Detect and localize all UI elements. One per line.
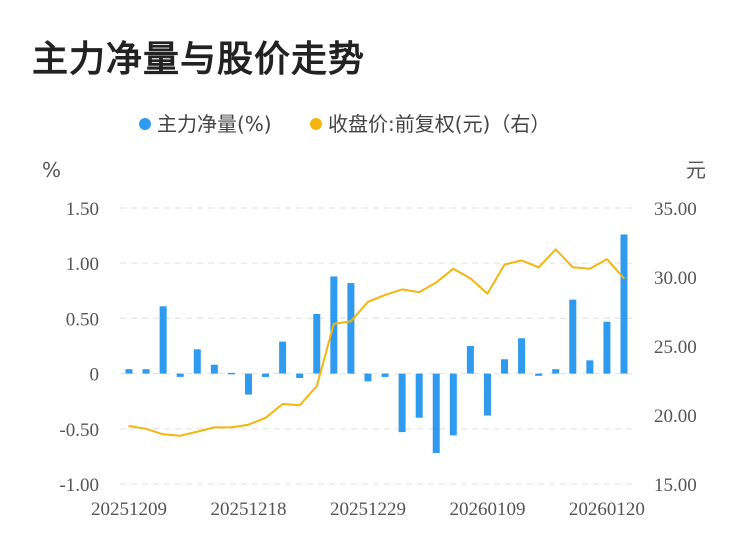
net-volume-bar xyxy=(518,338,526,374)
close-price-point xyxy=(213,426,216,429)
legend-label-close-price: 收盘价:前复权(元)（右） xyxy=(328,112,550,136)
right-tick-label: 25.00 xyxy=(654,337,697,358)
net-volume-bar xyxy=(586,360,594,374)
left-axis-ticks: 1.50 1.00 0.50 0 -0.50 -1.00 xyxy=(59,199,99,496)
net-volume-bar xyxy=(364,373,372,382)
close-price-point xyxy=(435,281,438,284)
legend-marker-close-price xyxy=(310,118,322,130)
net-volume-bar xyxy=(466,346,474,374)
close-price-point xyxy=(520,259,523,262)
right-axis-ticks: 35.00 30.00 25.00 20.00 15.00 xyxy=(654,199,697,496)
legend-marker-net-volume xyxy=(139,118,151,130)
net-volume-bar xyxy=(176,373,184,377)
net-volume-bar xyxy=(227,372,235,375)
net-volume-bar xyxy=(313,313,321,374)
net-volume-bar xyxy=(381,373,389,377)
close-price-point xyxy=(401,288,403,291)
net-volume-bar xyxy=(244,373,252,395)
net-volume-bar xyxy=(262,373,270,377)
close-price-point xyxy=(196,430,199,433)
x-tick-label: 20251218 xyxy=(210,499,286,520)
x-tick-label: 20251229 xyxy=(330,499,406,520)
net-volume-bar xyxy=(159,306,167,374)
close-price-point xyxy=(554,248,557,251)
close-price-point xyxy=(469,277,472,280)
chart-title: 主力净量与股价走势 xyxy=(32,39,366,80)
legend: 主力净量(%) 收盘价:前复权(元)（右） xyxy=(139,112,550,136)
close-price-point xyxy=(452,267,455,270)
close-price-point xyxy=(264,416,267,419)
close-price-point xyxy=(179,434,182,437)
net-volume-bar xyxy=(603,321,611,374)
net-volume-bar xyxy=(142,369,150,374)
net-volume-bar xyxy=(347,283,355,374)
close-price-point xyxy=(418,291,420,293)
right-axis-unit: 元 xyxy=(686,158,706,182)
net-volume-bar xyxy=(279,341,287,374)
left-tick-label: -0.50 xyxy=(59,420,99,441)
close-price-point xyxy=(503,263,506,266)
net-volume-bar xyxy=(398,373,406,433)
net-volume-bar xyxy=(569,299,577,374)
close-price-point xyxy=(350,320,352,322)
x-tick-label: 20251209 xyxy=(91,499,167,520)
net-volume-bar xyxy=(483,373,491,416)
close-price-point xyxy=(281,403,284,405)
close-price-point xyxy=(128,425,130,427)
left-tick-label: 1.50 xyxy=(66,199,99,220)
close-price-series-line xyxy=(128,248,625,437)
left-tick-label: 0 xyxy=(90,365,100,386)
legend-label-net-volume: 主力净量(%) xyxy=(157,112,272,136)
net-volume-bar xyxy=(449,373,457,436)
net-volume-bar xyxy=(125,369,133,374)
close-price-point xyxy=(537,266,540,269)
right-tick-label: 20.00 xyxy=(654,406,697,427)
left-tick-label: -1.00 xyxy=(59,475,99,496)
net-volume-bar xyxy=(501,359,509,374)
close-price-point xyxy=(298,404,301,407)
net-volume-bar xyxy=(415,373,423,418)
left-tick-label: 1.00 xyxy=(66,254,99,275)
close-price-point xyxy=(623,277,625,280)
close-price-point xyxy=(145,428,147,430)
net-volume-bar xyxy=(432,373,440,454)
x-axis-ticks: 20251209 20251218 20251229 20260109 20260120 xyxy=(91,499,645,520)
close-price-point xyxy=(589,267,591,270)
close-price-point xyxy=(367,301,369,303)
net-volume-bar xyxy=(535,373,543,376)
net-volume-bar xyxy=(296,373,304,379)
x-tick-label: 20260120 xyxy=(569,499,645,520)
close-price-point xyxy=(571,266,574,269)
close-price-point xyxy=(606,258,608,260)
close-price-point xyxy=(162,433,164,436)
close-price-point xyxy=(315,385,318,387)
close-price-line xyxy=(128,248,625,437)
close-price-point xyxy=(486,292,489,295)
gridlines xyxy=(120,207,632,485)
right-tick-label: 35.00 xyxy=(654,199,697,220)
left-axis-unit: % xyxy=(42,158,61,182)
net-volume-bars xyxy=(125,234,628,454)
close-price-point xyxy=(247,423,250,426)
net-volume-bar xyxy=(620,234,628,374)
net-volume-bar xyxy=(210,364,218,374)
close-price-point xyxy=(230,426,233,429)
close-price-point xyxy=(384,294,386,296)
net-volume-bar xyxy=(552,369,560,374)
right-tick-label: 30.00 xyxy=(654,268,697,289)
x-tick-label: 20260109 xyxy=(449,499,525,520)
right-tick-label: 15.00 xyxy=(654,475,697,496)
close-price-point xyxy=(333,323,335,325)
left-tick-label: 0.50 xyxy=(66,309,99,330)
net-volume-bar xyxy=(193,349,201,374)
